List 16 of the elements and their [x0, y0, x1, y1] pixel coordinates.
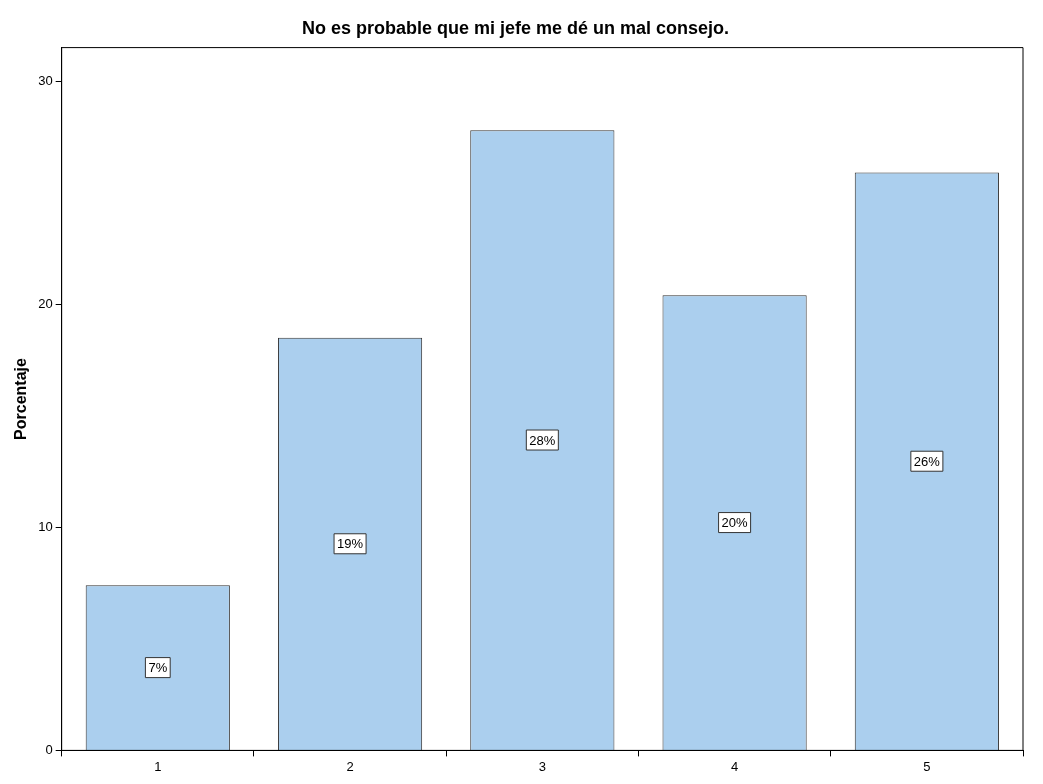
chart-title: No es probable que mi jefe me dé un mal consejo. — [301, 17, 730, 38]
x-tick-label: 5 — [923, 758, 931, 774]
y-axis-title: Porcentaje — [12, 357, 30, 440]
data-label: 20% — [721, 515, 749, 531]
y-tick-label: 30 — [38, 72, 53, 88]
data-label: 7% — [148, 660, 168, 676]
y-tick-label: 20 — [38, 295, 53, 311]
y-tick-label: 0 — [45, 741, 53, 757]
x-tick-label: 1 — [154, 758, 162, 774]
y-tick-label: 10 — [38, 518, 53, 534]
x-tick-label: 3 — [538, 758, 546, 774]
data-label: 26% — [913, 453, 941, 469]
data-label: 19% — [337, 536, 364, 552]
x-tick-label: 2 — [346, 758, 354, 774]
x-tick-label: 4 — [730, 758, 739, 774]
data-label: 28% — [529, 432, 556, 448]
